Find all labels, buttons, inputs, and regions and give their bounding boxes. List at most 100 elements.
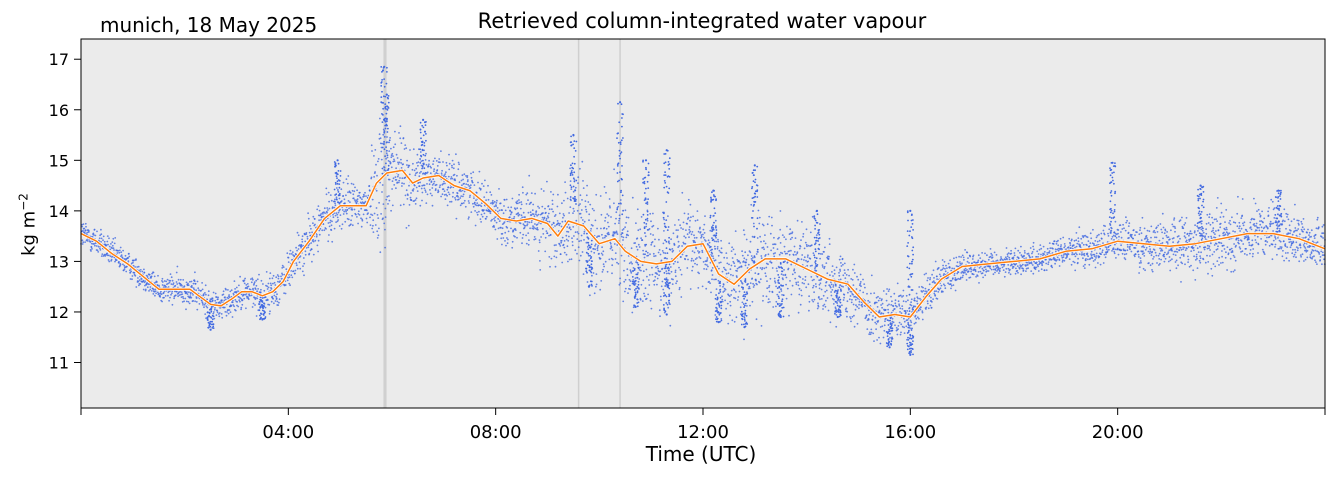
scatter-point bbox=[1210, 235, 1212, 238]
scatter-point bbox=[100, 228, 102, 231]
scatter-point bbox=[417, 164, 419, 167]
scatter-point bbox=[428, 159, 430, 162]
scatter-point bbox=[416, 171, 419, 174]
scatter-point bbox=[174, 294, 177, 297]
scatter-point bbox=[594, 248, 597, 251]
scatter-point bbox=[947, 262, 950, 265]
scatter-point bbox=[919, 297, 921, 300]
scatter-point bbox=[548, 220, 551, 223]
scatter-point bbox=[447, 186, 450, 189]
scatter-point bbox=[448, 193, 451, 196]
scatter-point bbox=[451, 166, 453, 169]
scatter-point bbox=[1037, 270, 1040, 272]
scatter-point bbox=[617, 205, 620, 208]
scatter-point bbox=[913, 305, 915, 307]
scatter-point bbox=[894, 304, 897, 307]
scatter-point bbox=[596, 227, 598, 230]
scatter-point bbox=[991, 256, 994, 259]
scatter-point bbox=[249, 294, 251, 297]
scatter-point bbox=[415, 197, 418, 200]
scatter-point bbox=[457, 196, 459, 198]
scatter-point bbox=[149, 288, 152, 291]
scatter-point bbox=[1048, 250, 1051, 253]
scatter-point bbox=[809, 231, 812, 234]
scatter-point bbox=[96, 249, 99, 252]
scatter-point bbox=[684, 258, 687, 261]
scatter-point bbox=[906, 338, 908, 341]
scatter-point bbox=[312, 222, 314, 225]
scatter-point bbox=[1115, 257, 1117, 259]
scatter-point bbox=[677, 240, 680, 243]
scatter-point bbox=[403, 148, 406, 150]
scatter-point bbox=[1232, 221, 1235, 224]
scatter-point bbox=[364, 200, 367, 203]
scatter-point bbox=[815, 269, 818, 272]
scatter-point bbox=[1052, 247, 1054, 250]
scatter-point bbox=[195, 301, 198, 303]
scatter-point bbox=[1138, 272, 1140, 274]
scatter-point bbox=[347, 191, 349, 194]
scatter-point bbox=[947, 282, 949, 285]
scatter-point bbox=[169, 273, 172, 275]
scatter-point bbox=[1252, 248, 1255, 250]
scatter-point bbox=[879, 297, 881, 300]
scatter-point bbox=[137, 277, 139, 279]
scatter-point bbox=[340, 200, 343, 202]
scatter-point bbox=[1094, 240, 1097, 242]
scatter-point bbox=[505, 244, 507, 247]
scatter-point bbox=[1144, 248, 1147, 251]
scatter-point bbox=[224, 298, 227, 301]
scatter-point bbox=[376, 214, 379, 216]
scatter-point bbox=[960, 272, 963, 274]
scatter-point bbox=[1137, 253, 1140, 256]
scatter-point bbox=[1101, 249, 1104, 252]
scatter-point bbox=[1181, 216, 1183, 219]
scatter-point bbox=[1153, 249, 1156, 251]
scatter-point bbox=[801, 221, 803, 223]
scatter-point bbox=[132, 261, 134, 264]
scatter-point bbox=[1232, 230, 1234, 233]
scatter-point bbox=[727, 322, 730, 325]
scatter-point bbox=[316, 208, 319, 211]
scatter-point bbox=[397, 163, 400, 165]
scatter-point bbox=[731, 246, 733, 249]
scatter-point bbox=[1213, 218, 1216, 221]
scatter-point bbox=[236, 304, 238, 307]
scatter-point bbox=[1149, 250, 1152, 253]
scatter-point bbox=[1094, 266, 1097, 269]
scatter-point bbox=[329, 194, 332, 197]
scatter-point bbox=[628, 278, 631, 281]
scatter-point bbox=[277, 277, 280, 280]
scatter-point bbox=[567, 239, 570, 242]
scatter-point bbox=[706, 259, 709, 261]
scatter-point bbox=[1087, 255, 1089, 258]
scatter-point bbox=[657, 267, 659, 270]
scatter-point bbox=[1249, 252, 1251, 255]
scatter-point bbox=[172, 282, 175, 284]
scatter-point bbox=[970, 268, 973, 271]
scatter-point bbox=[967, 257, 969, 259]
scatter-point bbox=[803, 256, 806, 259]
scatter-point bbox=[462, 202, 465, 204]
scatter-point bbox=[790, 293, 793, 296]
scatter-point bbox=[905, 300, 907, 303]
scatter-point bbox=[943, 273, 945, 275]
scatter-point bbox=[534, 227, 537, 230]
scatter-point bbox=[328, 225, 331, 228]
scatter-point bbox=[1095, 257, 1097, 259]
scatter-point bbox=[566, 197, 569, 200]
scatter-point bbox=[463, 190, 466, 193]
scatter-point bbox=[839, 268, 841, 271]
scatter-point bbox=[1098, 239, 1101, 242]
scatter-point bbox=[957, 277, 960, 280]
scatter-point bbox=[220, 313, 223, 315]
scatter-point bbox=[491, 218, 493, 221]
scatter-point bbox=[1166, 241, 1169, 244]
scatter-point bbox=[784, 260, 786, 263]
scatter-point bbox=[891, 317, 894, 320]
scatter-point bbox=[451, 177, 454, 180]
scatter-point bbox=[200, 289, 203, 292]
scatter-point bbox=[973, 261, 976, 263]
scatter-point bbox=[175, 281, 178, 283]
scatter-point bbox=[822, 304, 825, 307]
